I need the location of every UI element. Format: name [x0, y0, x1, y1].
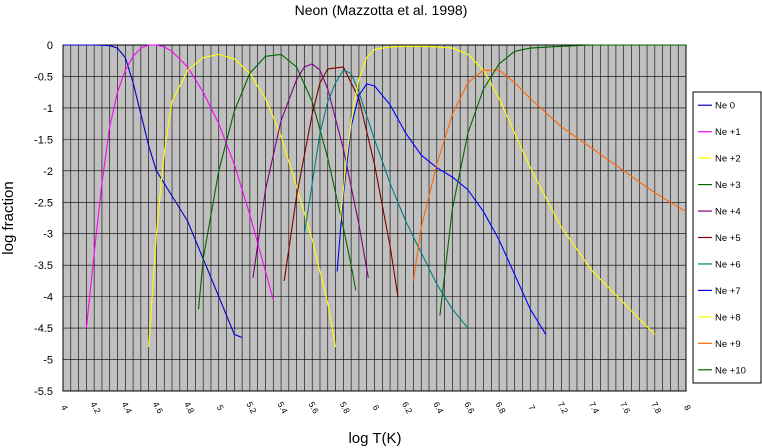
series-line-9 [412, 69, 687, 281]
chart-title: Neon (Mazzotta et al. 1998) [295, 2, 468, 18]
y-tick-label: -0.5 [34, 71, 53, 83]
x-tick-label: 4 [59, 403, 70, 412]
series-line-6 [303, 69, 469, 329]
x-tick-label: 4.8 [182, 400, 197, 415]
y-tick-label: 0 [47, 40, 53, 52]
x-tick-label: 7.8 [649, 400, 664, 415]
y-axis-label: log fraction [0, 181, 17, 254]
legend-label: Ne +5 [715, 233, 741, 244]
legend-label: Ne +10 [715, 365, 746, 376]
x-tick-label: 5.6 [307, 400, 322, 415]
x-tick-label: 4.4 [120, 400, 135, 415]
y-tick-label: -4.5 [34, 323, 53, 335]
legend-label: Ne +9 [715, 339, 741, 350]
series-line-0 [63, 44, 243, 339]
x-tick-label: 5.8 [338, 400, 353, 415]
y-tick-label: -1.5 [34, 134, 53, 146]
x-tick-label: 5 [215, 403, 226, 412]
legend-label: Ne +4 [715, 207, 741, 218]
y-tick-label: -1 [43, 103, 53, 115]
x-tick-label: 6.2 [400, 400, 415, 415]
x-tick-label: 5.4 [276, 400, 291, 415]
x-tick-label: 7.2 [556, 400, 571, 415]
x-tick-label: 7 [526, 403, 537, 412]
x-tick-label: 8 [682, 403, 693, 412]
series-line-5 [283, 66, 399, 297]
legend-label: Ne +7 [715, 286, 741, 297]
legend-label: Ne 0 [715, 101, 735, 112]
x-tick-label: 6 [371, 403, 382, 412]
x-tick-label: 7.6 [618, 400, 633, 415]
y-tick-label: -2.5 [34, 197, 53, 209]
series-line-8 [339, 45, 656, 335]
series-line-10 [439, 44, 686, 316]
x-tick-label: 4.6 [151, 400, 166, 415]
series-line-7 [336, 83, 547, 335]
legend-label: Ne +6 [715, 259, 741, 270]
series-line-2 [148, 53, 337, 348]
legend-label: Ne +1 [715, 127, 741, 138]
series-line-1 [85, 44, 274, 329]
x-tick-label: 6.6 [462, 400, 477, 415]
y-tick-label: -5.5 [34, 386, 53, 398]
plot-border [62, 44, 687, 392]
x-tick-label: 4.2 [89, 400, 104, 415]
series-line-4 [252, 63, 369, 278]
y-tick-label: -5 [43, 355, 53, 367]
x-tick-label: 7.4 [587, 400, 602, 415]
x-tick-label: 6.8 [494, 400, 509, 415]
x-tick-label: 6.4 [431, 400, 446, 415]
y-tick-label: -3.5 [34, 260, 53, 272]
y-tick-label: -2 [43, 166, 53, 178]
legend-label: Ne +2 [715, 154, 741, 165]
y-tick-label: -4 [43, 292, 53, 304]
y-tick-label: -3 [43, 229, 53, 241]
series-line-3 [197, 53, 357, 310]
x-axis-label: log T(K) [348, 430, 401, 447]
x-tick-label: 5.2 [244, 400, 259, 415]
legend-label: Ne +8 [715, 312, 741, 323]
legend-label: Ne +3 [715, 180, 741, 191]
